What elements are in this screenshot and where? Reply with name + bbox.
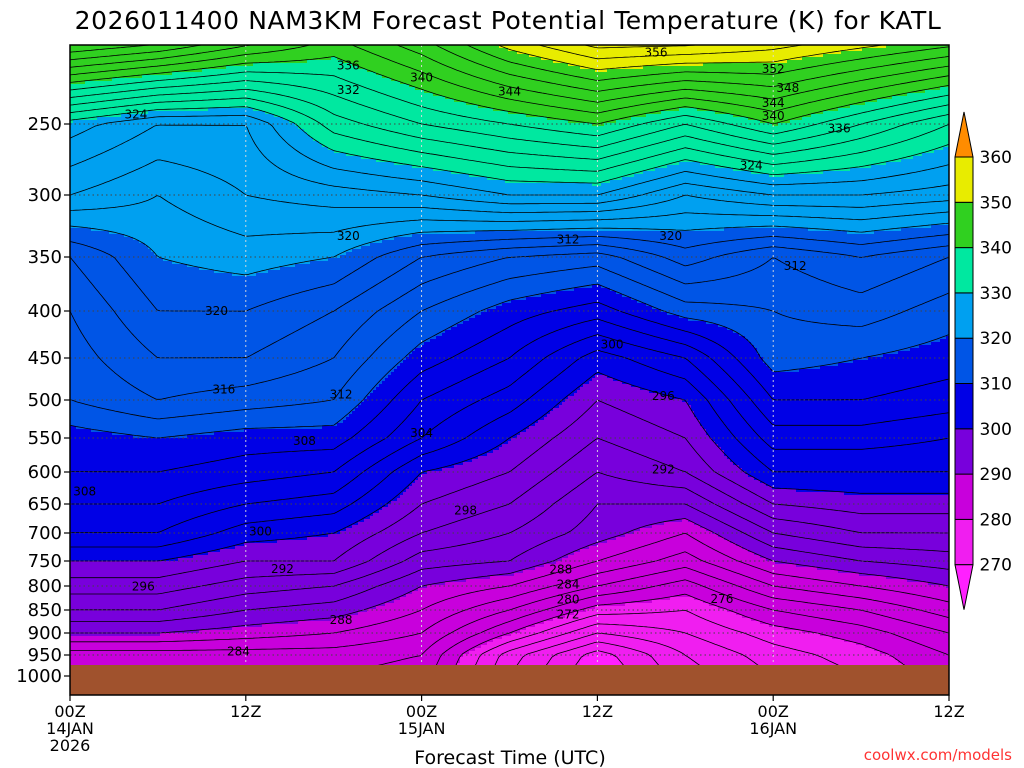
chart-title: 2026011400 NAM3KM Forecast Potential Tem… xyxy=(75,6,942,35)
chart-canvas: 2026011400 NAM3KM Forecast Potential Tem… xyxy=(0,0,1024,768)
theta-color-field xyxy=(70,45,950,697)
